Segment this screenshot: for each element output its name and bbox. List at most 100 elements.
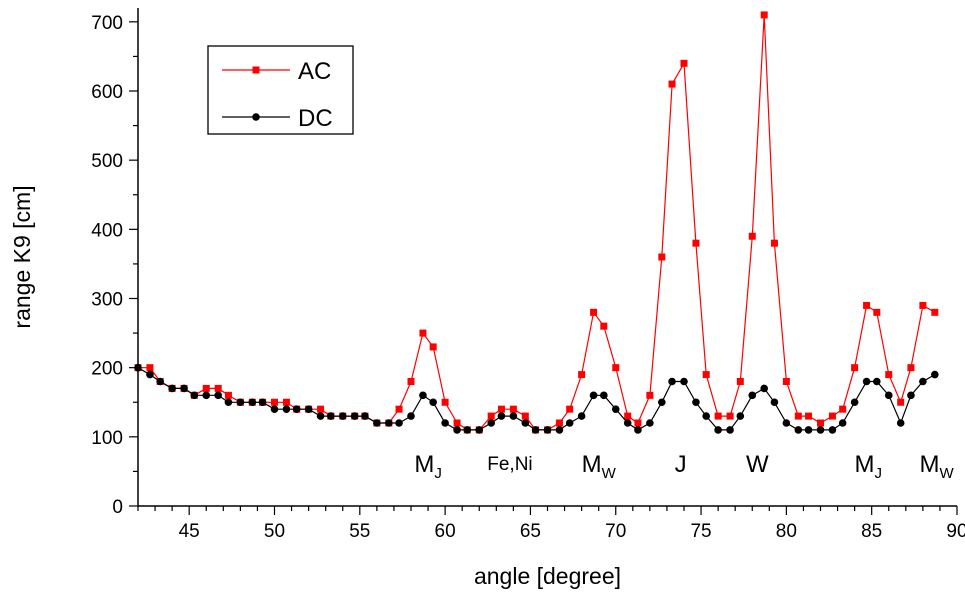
- data-point-ac: [624, 412, 632, 420]
- data-point-ac: [760, 11, 768, 19]
- data-point-ac: [407, 378, 415, 385]
- data-point-dc: [555, 426, 564, 434]
- data-point-ac: [453, 419, 461, 427]
- peak-annotations: MJ Fe,Ni MW J W MJ MW: [414, 451, 954, 482]
- data-point-ac: [509, 405, 517, 413]
- peak-label: MJ: [855, 451, 883, 482]
- x-tick-label: 45: [179, 521, 200, 542]
- data-point-ac: [202, 384, 210, 392]
- data-point-dc: [770, 398, 779, 407]
- data-point-dc: [338, 412, 347, 420]
- data-point-ac: [782, 378, 790, 385]
- data-point-dc: [361, 412, 369, 420]
- axes: 45 50 55 60 65 70 75 80 85 90 0 100 200 300 400 500 600 7…: [91, 8, 965, 542]
- data-point-ac: [282, 398, 290, 406]
- series-layer: [134, 11, 939, 434]
- data-point-dc: [692, 398, 700, 407]
- data-point-dc: [395, 419, 403, 427]
- data-point-dc: [760, 384, 768, 393]
- data-point-ac: [441, 398, 449, 406]
- data-point-ac: [395, 405, 403, 413]
- x-tick-label: 65: [520, 521, 541, 542]
- data-point-dc: [634, 426, 642, 434]
- x-axis-title: angle [degree]: [474, 563, 621, 589]
- data-point-dc: [258, 398, 267, 407]
- data-point-dc: [146, 370, 154, 379]
- data-point-dc: [658, 398, 666, 407]
- data-point-dc: [350, 412, 359, 420]
- data-point-dc: [441, 419, 449, 427]
- peak-label: MW: [919, 451, 954, 482]
- data-point-dc: [236, 398, 245, 407]
- data-point-dc: [224, 398, 233, 407]
- data-point-dc: [782, 419, 791, 427]
- data-point-dc: [373, 419, 381, 427]
- peak-label: Fe,Ni: [487, 454, 532, 475]
- data-point-dc: [646, 419, 654, 427]
- data-point-dc: [794, 426, 803, 434]
- legend-label-ac: AC: [298, 58, 331, 85]
- data-point-ac: [851, 364, 859, 372]
- data-point-dc: [896, 419, 905, 427]
- legend-label-dc: DC: [298, 105, 333, 132]
- y-tick-label: 300: [91, 290, 123, 311]
- x-tick-label: 70: [605, 521, 626, 542]
- data-point-ac: [794, 412, 802, 420]
- data-point-dc: [429, 398, 437, 407]
- data-point-ac: [770, 239, 778, 247]
- data-point-ac: [726, 412, 734, 420]
- series-dc: [134, 363, 939, 434]
- data-point-dc: [702, 412, 710, 420]
- data-point-ac: [714, 412, 722, 420]
- data-point-dc: [521, 419, 530, 427]
- data-point-dc: [156, 377, 164, 386]
- data-point-dc: [862, 377, 871, 386]
- data-point-ac: [828, 412, 836, 420]
- data-point-dc: [726, 426, 734, 434]
- data-point-dc: [168, 384, 176, 393]
- y-tick-label: 600: [91, 82, 123, 103]
- data-point-dc: [589, 391, 598, 400]
- data-point-dc: [487, 419, 495, 427]
- data-point-dc: [931, 370, 939, 379]
- data-point-dc: [543, 426, 552, 434]
- data-point-dc: [907, 391, 915, 400]
- data-point-dc: [304, 405, 313, 413]
- data-point-ac: [634, 419, 642, 427]
- data-point-ac: [736, 378, 744, 385]
- data-point-dc: [316, 412, 325, 420]
- y-tick-label: 100: [91, 428, 123, 449]
- y-tick-label: 0: [112, 497, 123, 518]
- data-point-ac: [566, 405, 574, 413]
- data-point-dc: [190, 391, 199, 400]
- data-point-dc: [509, 412, 518, 420]
- legend-box: [207, 45, 354, 135]
- data-point-dc: [419, 391, 427, 400]
- data-point-ac: [897, 398, 905, 406]
- data-point-dc: [884, 391, 893, 400]
- data-point-dc: [565, 419, 574, 427]
- data-point-ac: [817, 419, 824, 427]
- data-point-dc: [919, 377, 927, 386]
- data-point-dc: [407, 412, 415, 420]
- data-point-dc: [531, 426, 540, 434]
- data-point-ac: [873, 308, 881, 316]
- peak-label: MW: [582, 451, 617, 482]
- data-point-ac: [863, 301, 871, 309]
- data-point-dc: [600, 391, 608, 400]
- data-point-ac: [692, 239, 700, 247]
- peak-label: MJ: [414, 451, 442, 482]
- data-point-ac: [317, 405, 325, 413]
- data-point-dc: [248, 398, 257, 407]
- data-point-dc: [611, 405, 620, 413]
- data-point-ac: [612, 364, 620, 372]
- data-point-ac: [658, 253, 666, 261]
- x-tick-label: 80: [776, 521, 797, 542]
- data-point-ac: [521, 412, 529, 420]
- data-point-ac: [146, 364, 154, 372]
- legend: AC DC: [207, 45, 354, 135]
- y-axis-title: range K9 [cm]: [9, 185, 35, 328]
- data-point-dc: [385, 419, 393, 427]
- data-point-ac: [668, 80, 676, 88]
